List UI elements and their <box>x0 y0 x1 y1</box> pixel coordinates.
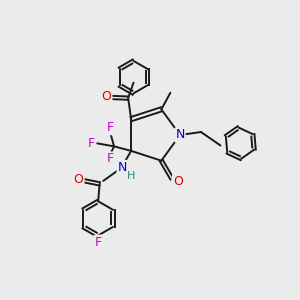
Text: O: O <box>102 89 112 103</box>
Text: H: H <box>127 171 135 182</box>
Text: N: N <box>175 128 185 142</box>
Text: F: F <box>94 236 102 249</box>
Text: N: N <box>118 161 127 174</box>
Text: F: F <box>106 152 114 166</box>
Text: O: O <box>74 173 84 186</box>
Text: F: F <box>88 137 95 150</box>
Text: O: O <box>173 175 183 188</box>
Text: F: F <box>106 121 114 134</box>
